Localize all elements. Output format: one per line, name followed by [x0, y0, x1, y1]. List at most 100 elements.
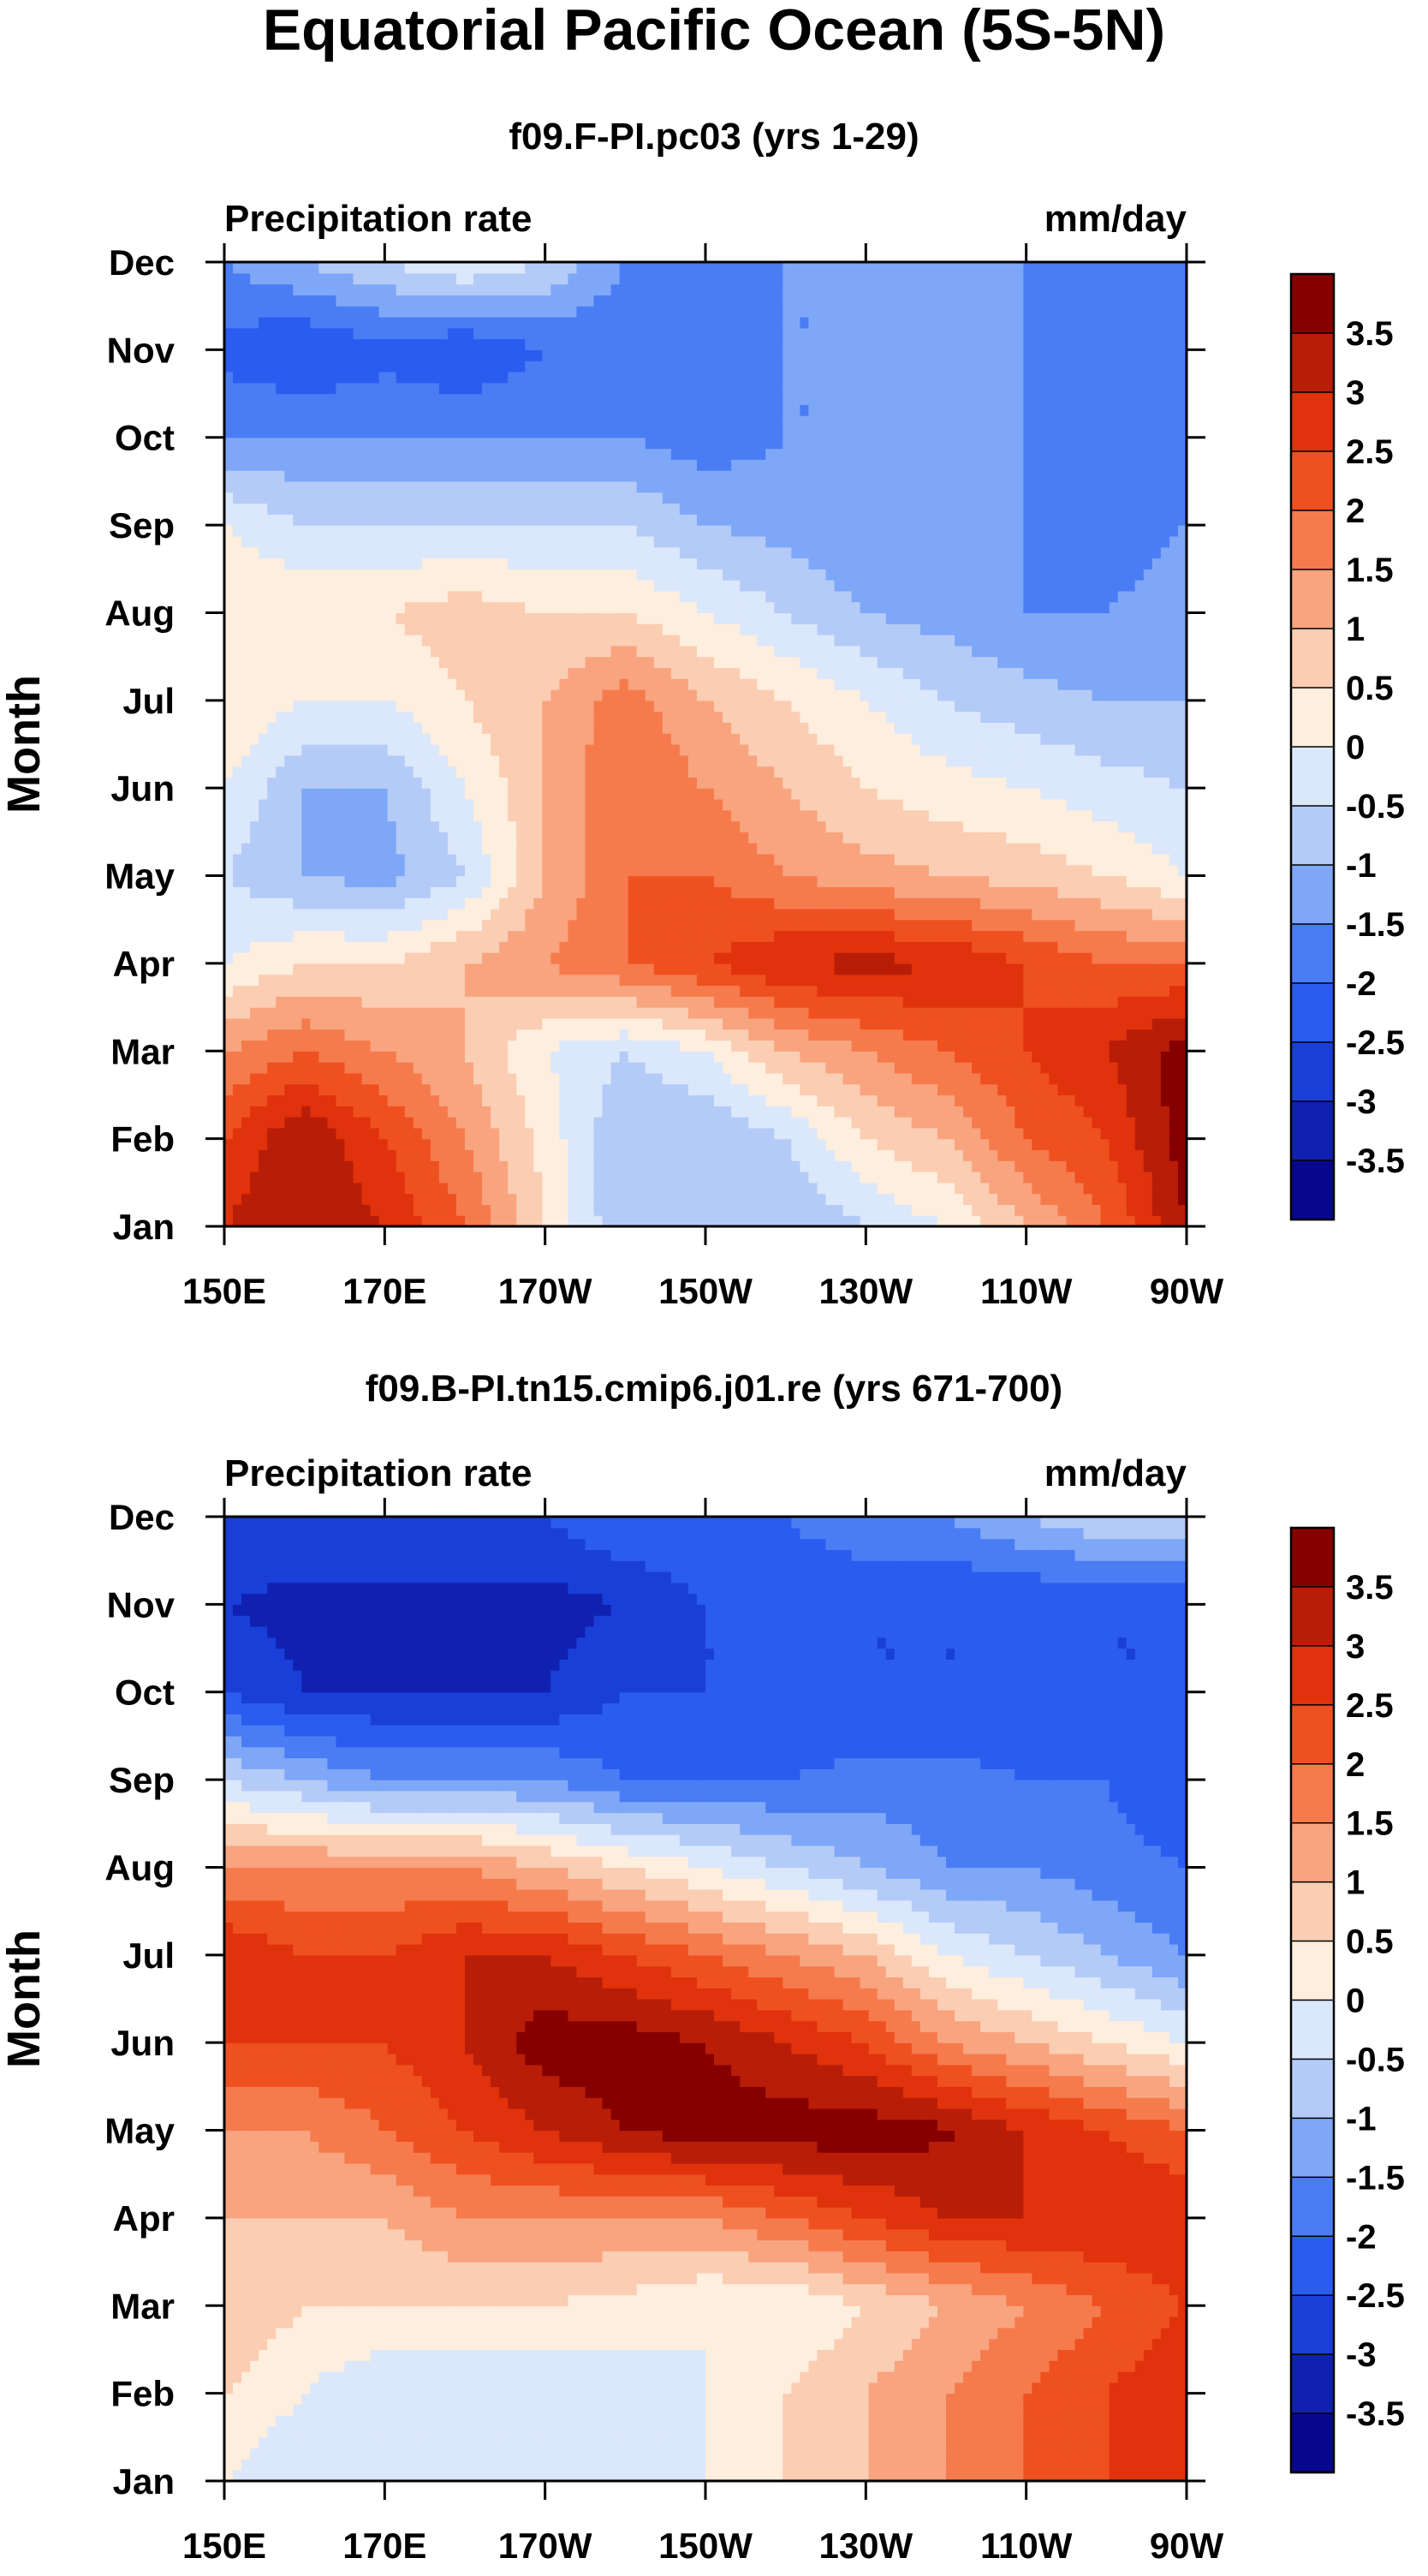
- heatmap-cell: [293, 1051, 302, 1063]
- heatmap-cell: [525, 798, 534, 811]
- heatmap-cell: [696, 832, 706, 844]
- heatmap-cell: [731, 754, 741, 767]
- heatmap-cell: [361, 974, 372, 987]
- heatmap-cell: [396, 832, 406, 844]
- heatmap-cell: [723, 1160, 732, 1172]
- heatmap-cell: [955, 1193, 964, 1206]
- heatmap-cell: [318, 963, 329, 975]
- heatmap-cell: [404, 744, 414, 756]
- heatmap-cell: [842, 1062, 853, 1074]
- heatmap-cell: [808, 853, 818, 866]
- heatmap-cell: [1074, 832, 1085, 844]
- heatmap-cell: [387, 864, 397, 877]
- heatmap-cell: [499, 919, 509, 932]
- heatmap-cell: [396, 733, 406, 745]
- heatmap-cell: [241, 733, 251, 745]
- heatmap-cell: [1023, 963, 1032, 975]
- heatmap-cell: [1074, 1149, 1085, 1161]
- heatmap-cell: [885, 1029, 895, 1041]
- heatmap-cell: [731, 1204, 741, 1216]
- heatmap-cell: [353, 930, 363, 942]
- heatmap-cell: [731, 1072, 741, 1085]
- heatmap-cell: [310, 952, 319, 964]
- heatmap-cell: [378, 1172, 389, 1184]
- heatmap-cell: [353, 919, 363, 932]
- heatmap-cell: [911, 952, 921, 964]
- heatmap-cell: [705, 864, 715, 877]
- heatmap-cell: [628, 766, 638, 778]
- heatmap-cell: [1023, 1149, 1032, 1161]
- heatmap-cell: [919, 1215, 930, 1226]
- heatmap-cell: [1032, 886, 1041, 898]
- heatmap-cell: [1151, 1072, 1162, 1085]
- heatmap-cell: [259, 1083, 268, 1096]
- heatmap-cell: [1006, 798, 1015, 811]
- heatmap-cell: [997, 974, 1007, 987]
- heatmap-cell: [378, 1062, 389, 1074]
- heatmap-cell: [628, 1172, 638, 1184]
- heatmap-cell: [387, 996, 397, 1008]
- heatmap-cell: [370, 1127, 380, 1140]
- heatmap-cell: [516, 974, 526, 987]
- heatmap-cell: [928, 744, 938, 756]
- heatmap-cell: [413, 1017, 423, 1030]
- heatmap-cell: [748, 864, 758, 877]
- heatmap-cell: [636, 788, 646, 800]
- heatmap-cell: [636, 1127, 646, 1140]
- heatmap-cell: [972, 853, 981, 866]
- heatmap-cell: [860, 766, 870, 778]
- heatmap-cell: [241, 996, 251, 1008]
- heatmap-cell: [327, 1172, 337, 1184]
- heatmap-cell: [1117, 1117, 1128, 1129]
- heatmap-cell: [421, 1040, 431, 1052]
- heatmap-cell: [585, 809, 595, 822]
- heatmap-cell: [1083, 1106, 1093, 1118]
- heatmap-cell: [336, 930, 346, 942]
- heatmap-cell: [233, 963, 242, 975]
- heatmap-cell: [482, 1193, 491, 1206]
- heatmap-cell: [259, 1182, 268, 1195]
- heatmap-cell: [508, 1072, 517, 1085]
- heatmap-cell: [868, 897, 878, 909]
- heatmap-cell: [267, 1083, 277, 1096]
- heatmap-cell: [1074, 1017, 1085, 1030]
- heatmap-cell: [550, 1160, 560, 1172]
- heatmap-cell: [576, 788, 586, 800]
- heatmap-cell: [259, 897, 268, 909]
- heatmap-cell: [233, 1029, 242, 1041]
- heatmap-cell: [610, 1204, 621, 1216]
- heatmap-cell: [353, 875, 363, 887]
- heatmap-cell: [1023, 788, 1032, 800]
- heatmap-cell: [1160, 1051, 1170, 1063]
- heatmap-cell: [550, 809, 560, 822]
- heatmap-cell: [817, 1017, 827, 1030]
- heatmap-cell: [1143, 1138, 1153, 1151]
- heatmap-cell: [259, 1149, 268, 1161]
- heatmap-cell: [757, 809, 766, 822]
- heatmap-cell: [997, 1127, 1007, 1140]
- heatmap-cell: [937, 1172, 947, 1184]
- heatmap-cell: [628, 996, 638, 1008]
- heatmap-cell: [396, 1149, 406, 1161]
- heatmap-cell: [421, 886, 431, 898]
- heatmap-cell: [1023, 1094, 1032, 1106]
- heatmap-cell: [636, 1072, 646, 1085]
- heatmap-cell: [499, 832, 509, 844]
- heatmap-cell: [1109, 952, 1119, 964]
- heatmap-cell: [482, 941, 491, 953]
- heatmap-cell: [576, 843, 586, 855]
- heatmap-cell: [336, 1094, 346, 1106]
- heatmap-cell: [361, 1138, 372, 1151]
- heatmap-cell: [559, 788, 569, 800]
- heatmap-cell: [860, 908, 870, 921]
- heatmap-cell: [1100, 864, 1110, 877]
- heatmap-cell: [619, 1127, 629, 1140]
- heatmap-cell: [455, 744, 466, 756]
- heatmap-cell: [1032, 832, 1041, 844]
- heatmap-cell: [989, 754, 998, 767]
- heatmap-cell: [378, 1160, 389, 1172]
- heatmap-cell: [670, 1182, 681, 1195]
- heatmap-cell: [241, 1051, 251, 1063]
- heatmap-cell: [310, 820, 319, 832]
- heatmap-cell: [963, 1007, 973, 1019]
